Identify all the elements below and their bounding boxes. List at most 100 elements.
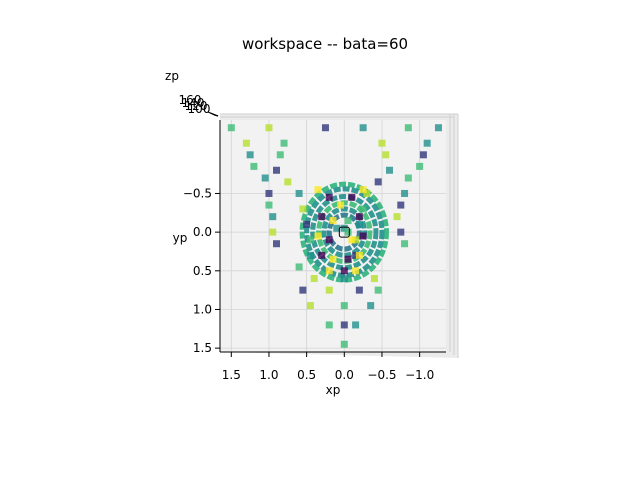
data-point: [299, 286, 307, 294]
data-point: [273, 240, 280, 248]
data-point: [359, 124, 367, 132]
y-tick-label: 1.5: [193, 341, 212, 355]
plot-area: [220, 120, 446, 352]
data-point: [344, 217, 352, 225]
data-point: [325, 321, 333, 329]
data-point: [340, 321, 348, 329]
data-point: [401, 240, 409, 248]
data-point: [352, 267, 360, 275]
z-tick-mark: [213, 114, 219, 117]
ring-marker-band: [321, 206, 368, 258]
data-point: [359, 186, 367, 194]
data-point: [401, 189, 409, 197]
data-point: [306, 302, 314, 310]
data-point: [325, 286, 333, 294]
data-point: [348, 236, 356, 244]
data-point: [295, 263, 303, 271]
data-point: [340, 267, 348, 275]
data-points: [227, 124, 442, 348]
data-point: [386, 166, 393, 174]
data-point: [352, 236, 360, 244]
ring-marker-band: [310, 194, 379, 271]
data-point: [242, 139, 250, 147]
data-point: [359, 205, 367, 213]
data-point: [344, 255, 352, 263]
data-point: [404, 124, 412, 132]
data-point: [325, 236, 333, 244]
data-point: [310, 275, 318, 283]
data-point: [378, 139, 386, 147]
data-point: [261, 174, 269, 182]
data-point: [321, 124, 329, 132]
data-point: [295, 189, 303, 197]
z-tick-label: 120: [185, 99, 208, 113]
x-tick-label: 1.5: [222, 368, 241, 382]
center-marker: [338, 226, 350, 238]
data-point: [269, 228, 277, 236]
data-point: [355, 251, 363, 259]
data-point: [306, 236, 314, 244]
data-point: [370, 275, 378, 283]
data-point: [355, 220, 363, 228]
x-tick-label: 0.5: [297, 368, 316, 382]
data-point: [340, 224, 348, 232]
ring-marker-band: [299, 181, 389, 283]
data-point: [265, 189, 273, 197]
data-point: [359, 232, 367, 240]
x-ticks: 1.5 1.0 0.5 0.0 −0.5 −1.0: [222, 352, 434, 382]
data-point: [344, 228, 352, 236]
data-point: [250, 162, 258, 170]
data-point: [355, 286, 363, 294]
data-point: [318, 251, 326, 259]
x-tick-label: 1.0: [259, 368, 278, 382]
data-point: [227, 124, 235, 132]
data-point: [314, 232, 322, 240]
y-tick-label: 0.0: [193, 225, 212, 239]
data-point: [374, 286, 382, 294]
data-point: [416, 162, 424, 170]
data-point: [355, 213, 363, 221]
data-point: [276, 151, 284, 159]
data-point: [318, 213, 326, 221]
data-point: [333, 224, 341, 232]
x-axis-label: xp: [326, 383, 341, 397]
y-ticks: −0.5 0.0 0.5 1.0 1.5: [183, 186, 220, 355]
y-tick-label: 0.5: [193, 264, 212, 278]
data-point: [419, 151, 427, 159]
data-point: [314, 186, 322, 194]
data-point: [273, 166, 280, 174]
data-point: [246, 151, 254, 159]
data-point: [348, 193, 356, 201]
data-point: [284, 178, 292, 186]
data-point: [325, 267, 333, 275]
x-tick-label: −1.0: [405, 368, 434, 382]
z-tick-label: 160: [179, 93, 202, 107]
y-tick-label: 1.0: [193, 302, 212, 316]
data-point: [325, 193, 333, 201]
data-point: [382, 151, 390, 159]
x-tick-label: 0.0: [335, 368, 354, 382]
y-axis-label: yp: [173, 231, 188, 245]
data-point: [374, 178, 382, 186]
data-point: [269, 213, 277, 221]
data-point: [265, 201, 273, 209]
data-point: [397, 201, 405, 209]
data-point: [352, 251, 360, 259]
data-point: [303, 220, 311, 228]
ring-marker-band: [326, 212, 362, 252]
data-point: [329, 217, 337, 225]
data-point: [306, 251, 314, 259]
data-point: [340, 302, 348, 310]
data-point: [280, 139, 288, 147]
data-point: [393, 213, 401, 221]
data-point: [404, 174, 412, 182]
data-point: [265, 124, 273, 132]
z-tick-label: 140: [182, 96, 205, 110]
data-point: [363, 189, 371, 197]
data-point: [329, 255, 337, 263]
data-point: [340, 275, 348, 283]
data-point: [434, 124, 442, 132]
chart-title: workspace -- bata=60: [242, 35, 408, 53]
